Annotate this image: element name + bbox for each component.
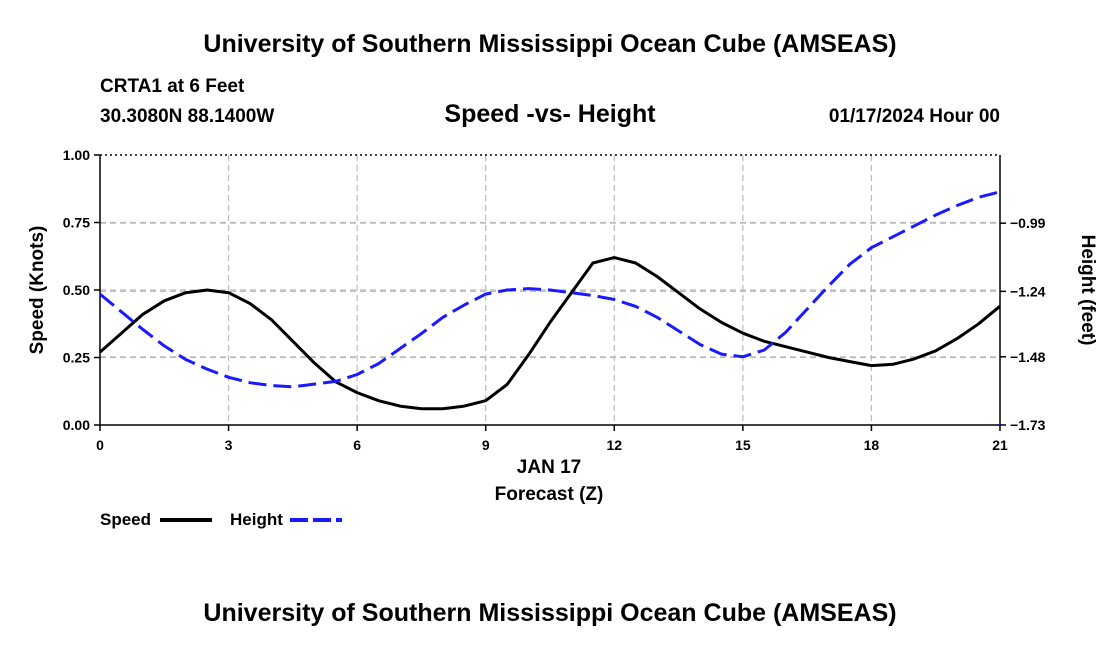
x-tick-label: 6 [353, 437, 361, 453]
chart-subtitle: Speed -vs- Height [444, 100, 656, 128]
speed-series-line [99, 256, 1001, 411]
x-axis-title: Forecast (Z) [495, 484, 604, 505]
footer-title: University of Southern Mississippi Ocean… [203, 599, 897, 627]
legend-height-label: Height [230, 510, 283, 529]
x-tick-label: 0 [96, 437, 104, 453]
coordinates-label: 30.3080N 88.1400W [100, 106, 275, 127]
y-left-tick-label: 0.75 [63, 215, 90, 231]
x-axis-date-label: JAN 17 [517, 457, 581, 478]
y-left-tick-label: 0.25 [63, 350, 90, 366]
x-tick-label: 18 [864, 437, 880, 453]
chart-title: University of Southern Mississippi Ocean… [203, 30, 897, 58]
y-right-tick-label: −1.24 [1010, 283, 1046, 299]
station-label: CRTA1 at 6 Feet [100, 76, 245, 97]
series-layer [99, 190, 1001, 411]
y-right-tick-label: −1.73 [1010, 417, 1046, 433]
legend: Speed Height [100, 510, 342, 529]
height-series-line [99, 190, 1001, 389]
grid-lines [100, 155, 1000, 425]
x-tick-label: 3 [225, 437, 233, 453]
x-tick-label: 21 [992, 437, 1008, 453]
x-tick-label: 15 [735, 437, 751, 453]
y-left-tick-label: 0.50 [63, 282, 90, 298]
y-left-tick-label: 0.00 [63, 417, 90, 433]
forecast-datetime: 01/17/2024 Hour 00 [828, 106, 1000, 127]
x-tick-label: 9 [482, 437, 490, 453]
y-right-tick-label: −1.48 [1010, 349, 1046, 365]
y-left-tick-label: 1.00 [63, 147, 90, 163]
y-axis-left-title: Speed (Knots) [27, 226, 48, 355]
y-right-tick-label: −0.99 [1010, 215, 1046, 231]
y-axis-right-title: Height (feet) [1077, 235, 1098, 346]
axis-labels: JAN 17 Forecast (Z) Speed (Knots) Height… [27, 226, 1098, 505]
legend-speed-label: Speed [100, 510, 151, 529]
x-tick-label: 12 [606, 437, 622, 453]
axes: 0 3 6 9 12 15 18 21 0.00 0.25 0.50 0.75 1.00 −1.73 −1.… [63, 147, 1046, 453]
